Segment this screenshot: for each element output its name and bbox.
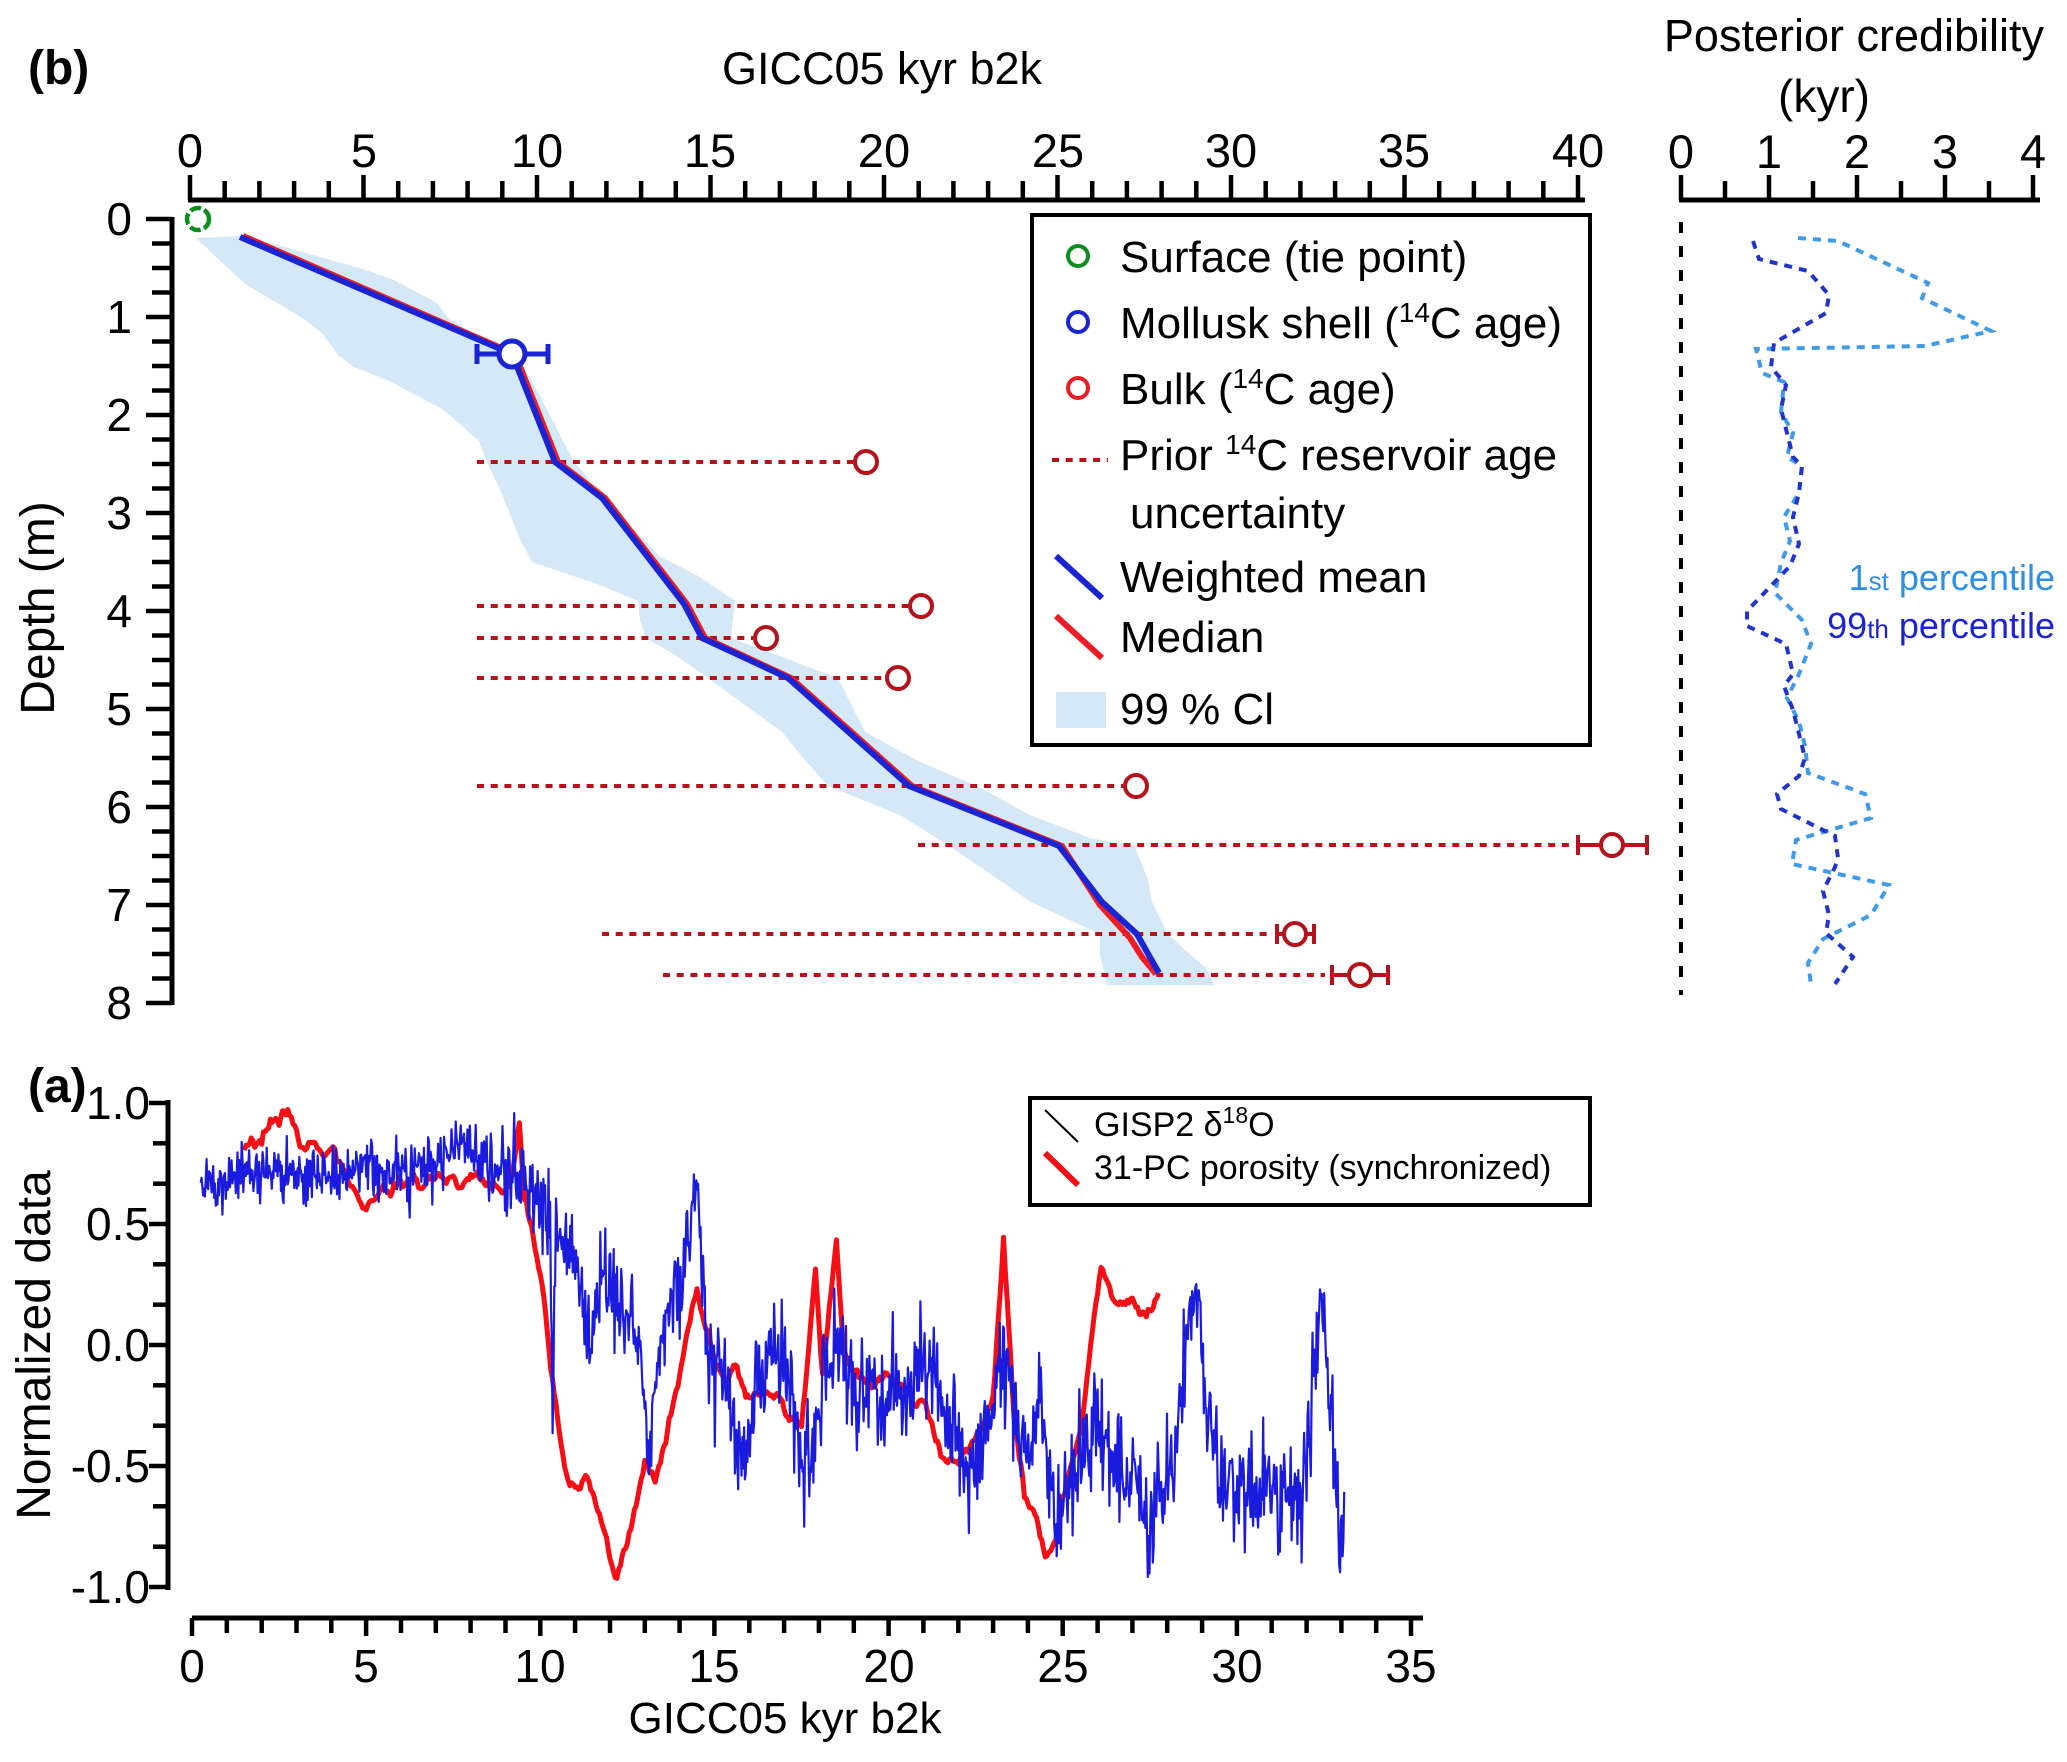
svg-text:35: 35	[1385, 1640, 1436, 1692]
svg-text:0: 0	[106, 193, 132, 245]
svg-text:20: 20	[863, 1640, 914, 1692]
svg-text:2: 2	[106, 389, 132, 441]
svg-text:GICC05 kyr b2k: GICC05 kyr b2k	[629, 1694, 943, 1743]
svg-text:15: 15	[688, 1640, 739, 1692]
svg-text:-1.0: -1.0	[71, 1561, 150, 1613]
svg-text:10: 10	[514, 1640, 565, 1692]
svg-text:5: 5	[351, 124, 377, 177]
svg-text:3: 3	[1932, 125, 1958, 178]
svg-text:Posterior credibility: Posterior credibility	[1664, 10, 2045, 61]
svg-text:30: 30	[1205, 124, 1257, 177]
svg-text:Weighted mean: Weighted mean	[1120, 553, 1427, 602]
svg-text:0.5: 0.5	[86, 1198, 150, 1250]
svg-text:0: 0	[1668, 125, 1694, 178]
svg-text:Normalized data: Normalized data	[8, 1170, 61, 1520]
svg-text:(a): (a)	[28, 1060, 87, 1113]
svg-text:(kyr): (kyr)	[1778, 70, 1870, 122]
svg-text:30: 30	[1211, 1640, 1262, 1692]
svg-text:8: 8	[106, 977, 132, 1029]
svg-text:(b): (b)	[28, 42, 89, 95]
svg-text:3: 3	[106, 487, 132, 539]
svg-text:15: 15	[684, 124, 736, 177]
svg-text:2: 2	[1844, 125, 1870, 178]
svg-text:1: 1	[106, 291, 132, 343]
svg-text:0: 0	[179, 1640, 205, 1692]
svg-text:Prior 14C reservoir age: Prior 14C reservoir age	[1120, 429, 1557, 480]
svg-text:-0.5: -0.5	[71, 1440, 150, 1492]
svg-text:31-PC porosity (synchronized): 31-PC porosity (synchronized)	[1094, 1149, 1551, 1187]
svg-text:5: 5	[106, 683, 132, 735]
svg-text:4: 4	[106, 585, 132, 637]
svg-text:6: 6	[106, 781, 132, 833]
svg-text:25: 25	[1032, 124, 1084, 177]
svg-text:Mollusk shell (14C age): Mollusk shell (14C age)	[1120, 297, 1562, 348]
svg-text:GICC05 kyr b2k: GICC05 kyr b2k	[722, 43, 1043, 94]
svg-text:0: 0	[177, 124, 203, 177]
svg-text:uncertainty: uncertainty	[1130, 489, 1345, 538]
svg-text:1.0: 1.0	[86, 1077, 150, 1129]
svg-text:1st percentile: 1st percentile	[1849, 557, 2055, 598]
svg-text:35: 35	[1378, 124, 1430, 177]
svg-text:10: 10	[511, 124, 563, 177]
svg-text:Surface (tie point): Surface (tie point)	[1120, 233, 1467, 282]
svg-text:0.0: 0.0	[86, 1319, 150, 1371]
svg-text:Depth (m): Depth (m)	[12, 501, 65, 714]
svg-text:GISP2 δ18O: GISP2 δ18O	[1094, 1102, 1275, 1144]
svg-text:99 % Cl: 99 % Cl	[1120, 685, 1274, 734]
svg-text:25: 25	[1037, 1640, 1088, 1692]
svg-text:Median: Median	[1120, 613, 1264, 662]
svg-text:99th percentile: 99th percentile	[1827, 605, 2055, 646]
svg-text:5: 5	[353, 1640, 379, 1692]
svg-text:7: 7	[106, 879, 132, 931]
svg-text:40: 40	[1552, 124, 1604, 177]
svg-text:20: 20	[858, 124, 910, 177]
svg-text:1: 1	[1756, 125, 1782, 178]
svg-text:4: 4	[2020, 125, 2046, 178]
